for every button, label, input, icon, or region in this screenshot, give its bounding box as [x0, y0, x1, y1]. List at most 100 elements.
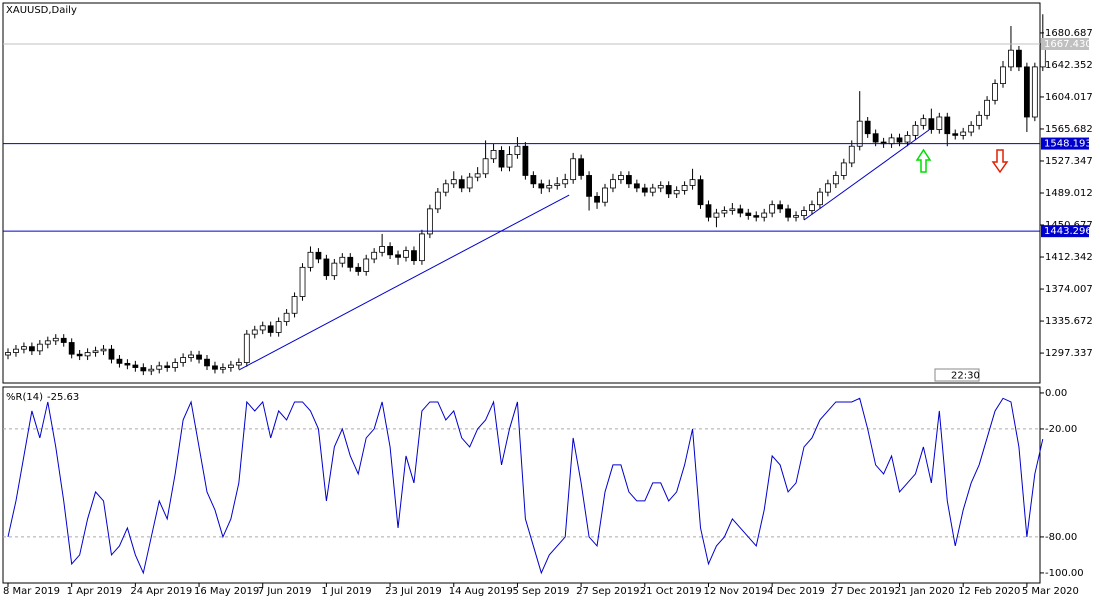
candle-body	[5, 352, 11, 356]
candle-body	[466, 176, 473, 189]
candle-body	[355, 266, 362, 272]
candle-body	[546, 185, 553, 189]
x-tick-label: 16 May 2019	[194, 586, 259, 597]
candle-body	[761, 212, 768, 218]
candle-body	[196, 354, 202, 360]
candle-body	[172, 362, 179, 368]
candle-body	[339, 256, 346, 264]
candle-body	[387, 246, 393, 256]
candle-body	[498, 150, 505, 168]
candle-body	[243, 333, 250, 363]
candle-body	[888, 137, 895, 145]
candle-body	[976, 114, 983, 126]
x-tick-label: 5 Sep 2019	[512, 586, 569, 597]
candle-body	[984, 99, 990, 116]
candle-body	[434, 191, 441, 210]
candle-body	[578, 158, 585, 176]
candle-body	[602, 187, 608, 203]
candle-body	[1023, 66, 1030, 118]
candle-body	[331, 262, 338, 277]
indicator-panel	[2, 386, 1041, 584]
candle-body	[785, 208, 791, 218]
y-tick-label: -20.00	[1045, 424, 1077, 435]
candle-body	[458, 179, 465, 189]
candle-body	[936, 116, 943, 130]
price-label: 1667.430	[1044, 39, 1092, 50]
candle-body	[665, 185, 672, 195]
candle-body	[180, 357, 187, 363]
candle-body	[1008, 49, 1014, 68]
candle-body	[275, 321, 282, 333]
price-label: 1443.296	[1044, 226, 1092, 237]
time-box	[934, 368, 980, 382]
candle-body	[824, 183, 831, 193]
x-tick-label: 1 Apr 2019	[67, 586, 122, 597]
candle-body	[371, 251, 378, 260]
x-tick-label: 21 Oct 2019	[640, 586, 702, 597]
x-tick-label: 27 Dec 2019	[831, 586, 895, 597]
candle-body	[426, 208, 433, 235]
candle-body	[299, 266, 306, 297]
candle-body	[944, 116, 951, 135]
x-tick-label: 21 Jan 2020	[895, 586, 955, 597]
y-tick-label: 1489.012	[1045, 188, 1093, 199]
candle-body	[188, 354, 194, 358]
x-tick-label: 24 Apr 2019	[130, 586, 192, 597]
candle-body	[21, 346, 27, 350]
candle-body	[968, 124, 975, 133]
candle-body	[872, 133, 879, 143]
candle-body	[960, 131, 967, 136]
candle-body	[220, 367, 226, 370]
candle-body	[116, 358, 123, 364]
candle-body	[673, 190, 680, 195]
y-tick-label: 1565.682	[1045, 124, 1093, 135]
y-tick-label: 1412.342	[1045, 252, 1093, 263]
x-tick-label: 12 Feb 2020	[958, 586, 1020, 597]
candle-body	[450, 179, 457, 185]
indicator-value: -25.63	[47, 392, 79, 403]
candle-body	[474, 173, 481, 178]
candle-body	[618, 175, 624, 181]
x-tick-label: 23 Jul 2019	[385, 586, 442, 597]
x-tick-label: 12 Nov 2019	[703, 586, 767, 597]
candle-body	[124, 362, 131, 366]
candle-body	[864, 120, 871, 135]
indicator-title: %R(14) -25.63	[6, 392, 79, 403]
candle-body	[809, 204, 815, 211]
candle-body	[108, 348, 115, 360]
candle-body	[291, 296, 298, 314]
candle-body	[52, 337, 59, 342]
candle-body	[44, 340, 51, 345]
candle-body	[697, 179, 704, 206]
candle-body	[514, 145, 521, 155]
candle-body	[793, 215, 799, 218]
candle-body	[419, 233, 425, 262]
candle-body	[594, 195, 600, 203]
candle-body	[259, 325, 266, 331]
y-tick-label: -100.00	[1045, 568, 1084, 579]
candle-body	[227, 364, 234, 368]
candle-body	[705, 204, 712, 218]
candle-body	[36, 343, 43, 352]
candle-body	[769, 204, 776, 214]
candle-body	[1016, 49, 1022, 68]
x-tick-label: 5 Mar 2020	[1022, 586, 1079, 597]
down-arrow	[991, 149, 1009, 174]
up-arrow	[915, 148, 932, 173]
candle-body	[992, 83, 998, 101]
candle-body	[283, 312, 290, 323]
candle-body	[681, 185, 688, 191]
chart-title: XAUUSD,Daily	[6, 5, 77, 16]
candle-body	[212, 365, 218, 370]
y-tick-label: 1297.337	[1045, 348, 1093, 359]
candle-body	[896, 137, 903, 143]
candle-body	[633, 183, 640, 189]
price-label-box	[1041, 137, 1089, 150]
candle-body	[928, 118, 935, 130]
candle-body	[164, 365, 171, 368]
candle-body	[538, 183, 545, 189]
candle-body	[920, 118, 927, 126]
candle-body	[721, 210, 728, 214]
candle-body	[60, 337, 67, 343]
trend-line	[238, 194, 570, 371]
